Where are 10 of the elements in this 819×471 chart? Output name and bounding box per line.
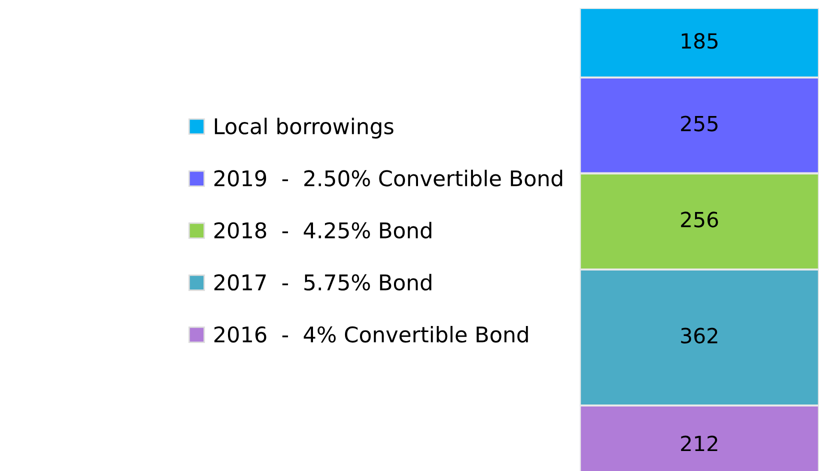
legend-label: 2016 - 4% Convertible Bond xyxy=(214,326,528,343)
data-label: 255 xyxy=(681,116,718,132)
legend-label: Local borrowings xyxy=(214,118,394,139)
data-label: 362 xyxy=(681,328,718,344)
data-label: 256 xyxy=(681,212,718,228)
legend-label: 2018 - 4.25% Bond xyxy=(214,222,432,238)
legend-label: 2017 - 5.75% Bond xyxy=(214,274,432,291)
legend-label: 2019 - 2.50% Convertible Bond xyxy=(214,170,562,186)
data-label: 212 xyxy=(681,436,718,452)
data-label: 185 xyxy=(682,33,718,49)
